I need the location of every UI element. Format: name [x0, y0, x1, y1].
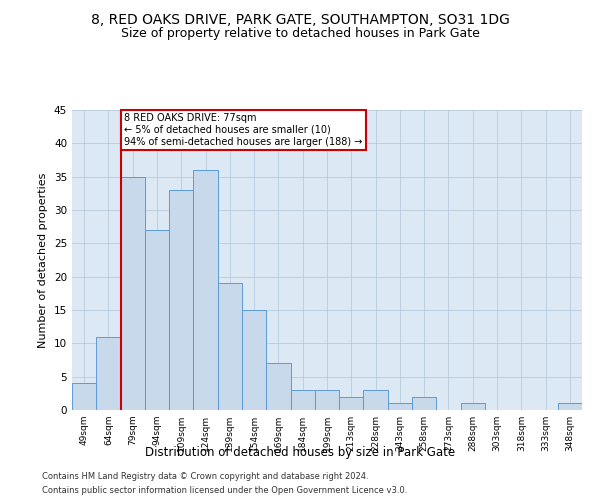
Bar [290, 390, 315, 410]
Bar [169, 190, 193, 410]
Text: Size of property relative to detached houses in Park Gate: Size of property relative to detached ho… [121, 28, 479, 40]
Bar [412, 396, 436, 410]
Bar [96, 336, 121, 410]
Bar [315, 390, 339, 410]
Bar [364, 390, 388, 410]
Text: Contains HM Land Registry data © Crown copyright and database right 2024.: Contains HM Land Registry data © Crown c… [42, 472, 368, 481]
Bar [193, 170, 218, 410]
Bar [121, 176, 145, 410]
Bar [145, 230, 169, 410]
Text: 8, RED OAKS DRIVE, PARK GATE, SOUTHAMPTON, SO31 1DG: 8, RED OAKS DRIVE, PARK GATE, SOUTHAMPTO… [91, 12, 509, 26]
Bar [266, 364, 290, 410]
Bar [388, 404, 412, 410]
Text: 8 RED OAKS DRIVE: 77sqm
← 5% of detached houses are smaller (10)
94% of semi-det: 8 RED OAKS DRIVE: 77sqm ← 5% of detached… [124, 114, 362, 146]
Bar [339, 396, 364, 410]
Text: Contains public sector information licensed under the Open Government Licence v3: Contains public sector information licen… [42, 486, 407, 495]
Text: Distribution of detached houses by size in Park Gate: Distribution of detached houses by size … [145, 446, 455, 459]
Bar [218, 284, 242, 410]
Bar [242, 310, 266, 410]
Bar [558, 404, 582, 410]
Y-axis label: Number of detached properties: Number of detached properties [38, 172, 49, 348]
Bar [461, 404, 485, 410]
Bar [72, 384, 96, 410]
